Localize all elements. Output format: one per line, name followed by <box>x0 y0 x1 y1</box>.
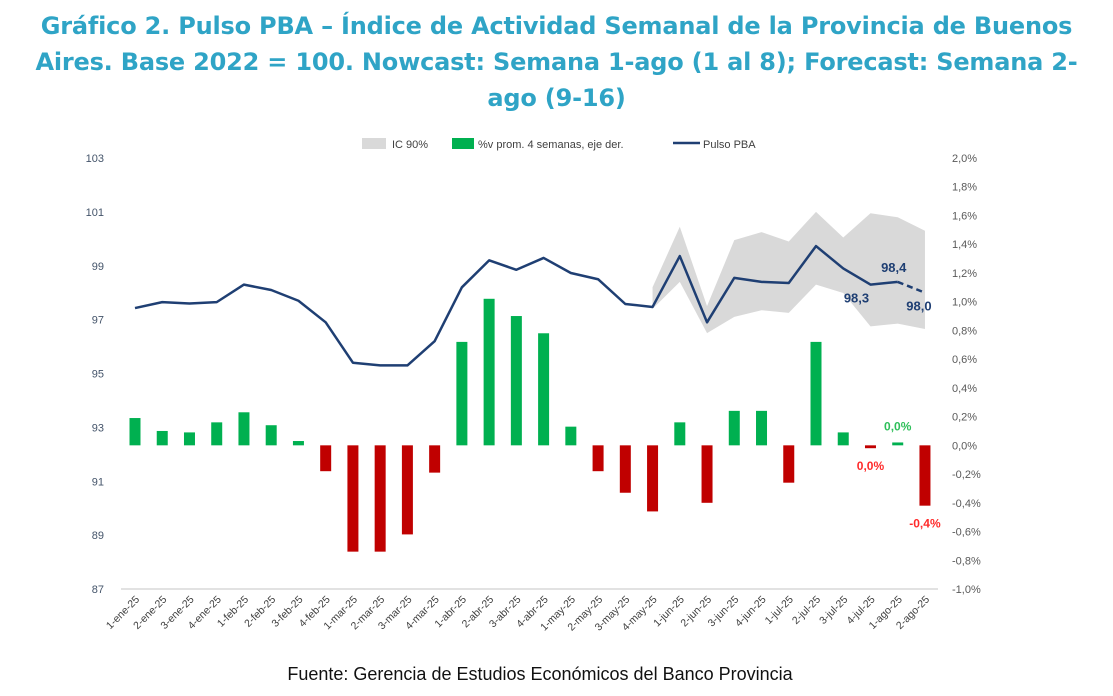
bar-1-ene-25 <box>129 418 141 446</box>
right-tick-label: 0,2% <box>952 412 977 424</box>
right-tick-label: 1,6% <box>952 210 977 222</box>
right-tick-label: -0,6% <box>952 527 981 539</box>
bar-1-feb-25 <box>238 412 250 446</box>
right-tick-label: 0,4% <box>952 383 977 395</box>
bar-1-may-25 <box>565 426 577 446</box>
bar-2-feb-25 <box>265 425 277 446</box>
bar-3-feb-25 <box>292 441 304 446</box>
right-tick-label: -0,8% <box>952 555 981 567</box>
x-tick-label: 1-jul-25 <box>763 594 796 627</box>
legend-swatch-band <box>362 138 386 149</box>
bar-value-label: -0,4% <box>909 517 941 531</box>
bar-3-ene-25 <box>183 432 195 446</box>
pulso-pba-forecast-line <box>897 280 926 294</box>
bar-1-abr-25 <box>456 341 468 446</box>
bar-4-abr-25 <box>538 333 550 446</box>
right-tick-label: 1,2% <box>952 268 977 280</box>
bar-4-may-25 <box>647 445 659 512</box>
line-value-label: 98,0 <box>906 299 931 314</box>
right-tick-label: 0,6% <box>952 354 977 366</box>
bar-4-feb-25 <box>320 445 332 472</box>
bar-4-jul-25 <box>864 445 876 449</box>
left-tick-label: 87 <box>92 584 104 596</box>
left-tick-label: 99 <box>92 261 104 273</box>
bar-3-may-25 <box>619 445 631 493</box>
bar-4-ene-25 <box>211 422 223 446</box>
bar-3-mar-25 <box>401 445 413 535</box>
right-tick-label: -0,4% <box>952 498 981 510</box>
source-note: Fuente: Gerencia de Estudios Económicos … <box>287 664 793 684</box>
bar-4-mar-25 <box>429 445 441 473</box>
bar-3-jun-25 <box>728 410 740 446</box>
right-tick-label: 1,8% <box>952 182 977 194</box>
bar-2-jul-25 <box>810 341 822 446</box>
left-tick-label: 101 <box>86 207 104 219</box>
legend: IC 90% %v prom. 4 semanas, eje der. Pulso … <box>362 138 756 151</box>
bar-3-abr-25 <box>510 316 522 446</box>
bar-2-mar-25 <box>374 445 386 552</box>
bar-3-jul-25 <box>837 432 849 446</box>
bar-1-jul-25 <box>783 445 795 483</box>
bar-value-label: 0,0% <box>884 419 912 433</box>
x-tick-label: 2-jul-25 <box>790 594 823 627</box>
chart-title: Gráfico 2. Pulso PBA – Índice de Activid… <box>35 12 1078 112</box>
x-tick-label: 4-jun-25 <box>733 594 769 630</box>
right-tick-label: -0,2% <box>952 469 981 481</box>
legend-label: %v prom. 4 semanas, eje der. <box>478 139 624 151</box>
bar-2-jun-25 <box>701 445 713 503</box>
bar-2-may-25 <box>592 445 604 472</box>
bar-2-ago-25 <box>919 445 931 506</box>
right-tick-label: -1,0% <box>952 584 981 596</box>
left-tick-label: 89 <box>92 530 104 542</box>
bar-1-mar-25 <box>347 445 359 552</box>
bar-value-label: 0,0% <box>857 459 885 473</box>
left-tick-label: 91 <box>92 476 104 488</box>
legend-label: Pulso PBA <box>703 139 756 151</box>
legend-label: IC 90% <box>392 139 428 151</box>
right-tick-label: 1,0% <box>952 297 977 309</box>
bar-2-abr-25 <box>483 298 495 446</box>
bar-2-ene-25 <box>156 430 168 446</box>
right-tick-label: 0,8% <box>952 325 977 337</box>
legend-swatch-bar <box>452 138 474 149</box>
line-value-label: 98,4 <box>881 260 907 275</box>
left-tick-label: 95 <box>92 369 104 381</box>
line-value-label: 98,3 <box>844 291 869 306</box>
right-tick-label: 1,4% <box>952 239 977 251</box>
left-tick-label: 97 <box>92 315 104 327</box>
bar-1-ago-25 <box>892 442 904 446</box>
x-tick-label: 3-jul-25 <box>817 594 850 627</box>
confidence-band <box>652 211 925 334</box>
left-tick-label: 103 <box>86 153 104 165</box>
left-tick-label: 93 <box>92 422 104 434</box>
bar-1-jun-25 <box>674 422 686 446</box>
right-tick-label: 2,0% <box>952 153 977 165</box>
bar-4-jun-25 <box>756 410 768 446</box>
right-tick-label: 0,0% <box>952 440 977 452</box>
